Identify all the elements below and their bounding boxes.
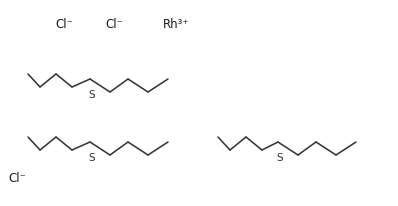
- Text: S: S: [89, 152, 95, 162]
- Text: Cl⁻: Cl⁻: [8, 171, 26, 184]
- Text: Cl⁻: Cl⁻: [105, 18, 123, 31]
- Text: S: S: [89, 90, 95, 99]
- Text: Cl⁻: Cl⁻: [55, 18, 73, 31]
- Text: Rh³⁺: Rh³⁺: [163, 18, 189, 31]
- Text: S: S: [277, 152, 283, 162]
